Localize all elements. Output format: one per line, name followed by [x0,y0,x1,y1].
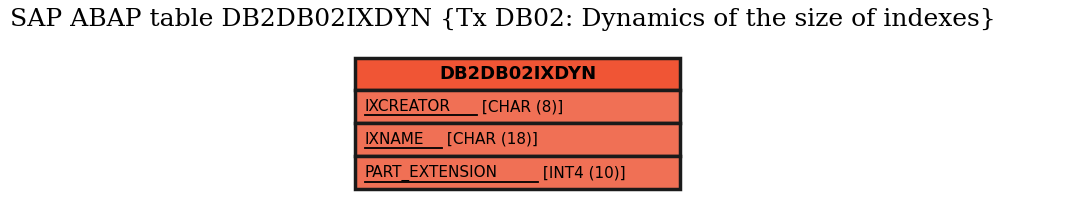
Text: [CHAR (18)]: [CHAR (18)] [442,132,538,147]
Text: DB2DB02IXDYN: DB2DB02IXDYN [439,65,596,83]
FancyBboxPatch shape [355,90,680,123]
Text: [INT4 (10)]: [INT4 (10)] [537,165,625,180]
FancyBboxPatch shape [355,156,680,189]
Text: [CHAR (8)]: [CHAR (8)] [477,99,563,114]
Text: SAP ABAP table DB2DB02IXDYN {Tx DB02: Dynamics of the size of indexes}: SAP ABAP table DB2DB02IXDYN {Tx DB02: Dy… [10,8,996,31]
FancyBboxPatch shape [355,58,680,90]
Text: IXNAME: IXNAME [365,132,425,147]
Text: IXCREATOR: IXCREATOR [365,99,451,114]
FancyBboxPatch shape [355,123,680,156]
Text: PART_EXTENSION: PART_EXTENSION [365,164,498,181]
